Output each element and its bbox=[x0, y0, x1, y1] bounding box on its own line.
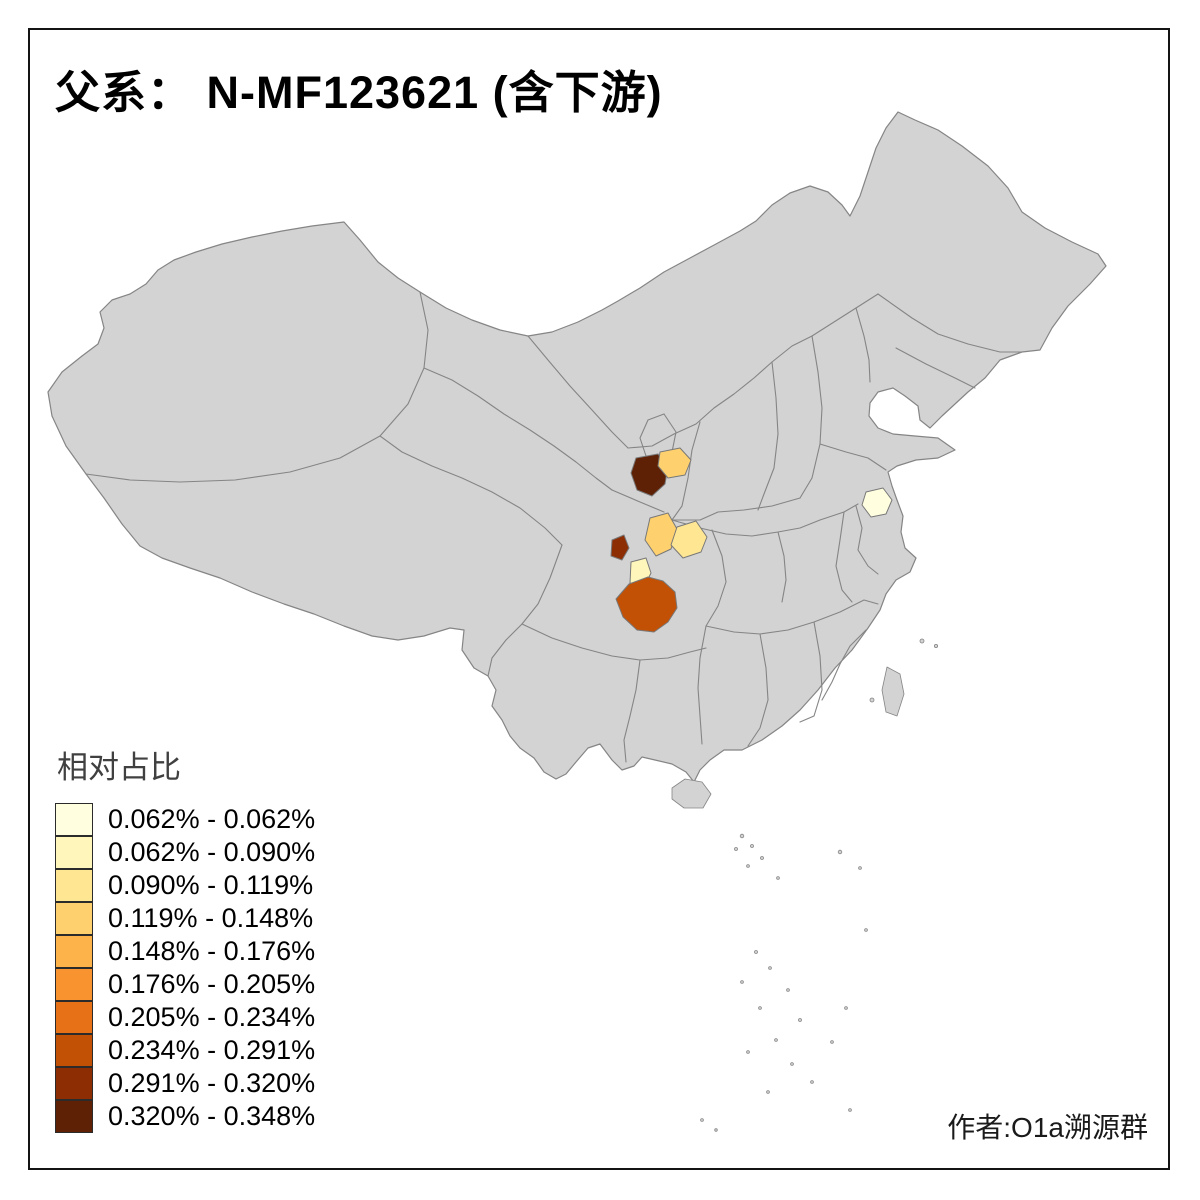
province-border bbox=[819, 443, 887, 471]
legend-label: 0.090% - 0.119% bbox=[108, 870, 314, 900]
mainland-outline bbox=[47, 111, 1107, 783]
province-border bbox=[895, 347, 976, 389]
map-region-3 bbox=[644, 512, 678, 557]
province-border bbox=[671, 497, 801, 521]
legend-swatch bbox=[55, 1034, 93, 1067]
legend-label: 0.148% - 0.176% bbox=[108, 936, 316, 966]
legend-item: 0.062% - 0.090% bbox=[55, 836, 315, 869]
legend-label: 0.320% - 0.348% bbox=[108, 1101, 316, 1131]
legend-label: 0.062% - 0.062% bbox=[108, 804, 316, 834]
legend-swatch bbox=[55, 902, 93, 935]
province-border bbox=[877, 293, 1023, 353]
province-border bbox=[821, 629, 867, 701]
province-border bbox=[423, 367, 613, 491]
highlighted-regions-group bbox=[610, 447, 893, 633]
legend-label: 0.205% - 0.234% bbox=[108, 1002, 316, 1032]
province-border bbox=[855, 505, 879, 575]
legend-swatch bbox=[55, 1100, 93, 1133]
figure-title: 父系： N-MF123621 (含下游) bbox=[55, 67, 663, 118]
province-border bbox=[697, 625, 707, 745]
province-border bbox=[747, 633, 769, 747]
legend-swatch bbox=[55, 968, 93, 1001]
province-border bbox=[671, 421, 701, 521]
province-border bbox=[777, 531, 787, 603]
province-border bbox=[379, 435, 563, 546]
map-region-5 bbox=[610, 534, 630, 561]
legend-item: 0.176% - 0.205% bbox=[55, 968, 315, 1001]
province-border bbox=[521, 623, 707, 661]
legend-item: 0.119% - 0.148% bbox=[55, 902, 315, 935]
legend-swatch bbox=[55, 836, 93, 869]
legend-item: 0.234% - 0.291% bbox=[55, 1034, 315, 1067]
province-border bbox=[799, 621, 823, 723]
legend-label: 0.234% - 0.291% bbox=[108, 1035, 316, 1065]
landmass-group bbox=[47, 111, 1107, 1132]
taiwan-island bbox=[881, 666, 905, 717]
province-border bbox=[627, 293, 879, 449]
province-border bbox=[705, 599, 879, 635]
map-region-2 bbox=[657, 447, 692, 479]
map-region-7 bbox=[615, 576, 678, 633]
legend-label: 0.176% - 0.205% bbox=[108, 969, 316, 999]
province-border bbox=[85, 291, 429, 483]
province-border bbox=[835, 511, 853, 603]
map-region-8 bbox=[861, 487, 893, 518]
legend-item: 0.148% - 0.176% bbox=[55, 935, 315, 968]
legend-swatch bbox=[55, 869, 93, 902]
legend-swatch bbox=[55, 935, 93, 968]
legend-title: 相对占比 bbox=[57, 750, 181, 785]
province-border bbox=[705, 529, 727, 627]
legend-item: 0.291% - 0.320% bbox=[55, 1067, 315, 1100]
small-islands bbox=[700, 638, 939, 1132]
province-border bbox=[799, 335, 823, 499]
legend-swatch bbox=[55, 1067, 93, 1100]
map-region-4 bbox=[670, 520, 708, 559]
legend: 相对占比 0.062% - 0.062% 0.062% - 0.090% 0.0… bbox=[55, 742, 315, 1133]
province-border bbox=[855, 307, 871, 383]
province-border bbox=[757, 361, 779, 511]
legend-item: 0.090% - 0.119% bbox=[55, 869, 315, 902]
legend-item: 0.062% - 0.062% bbox=[55, 803, 315, 836]
legend-item: 0.205% - 0.234% bbox=[55, 1001, 315, 1034]
province-border bbox=[623, 659, 641, 763]
legend-label: 0.291% - 0.320% bbox=[108, 1068, 316, 1098]
legend-item: 0.320% - 0.348% bbox=[55, 1100, 315, 1133]
province-border bbox=[611, 489, 665, 513]
legend-swatch bbox=[55, 1001, 93, 1034]
legend-label: 0.062% - 0.090% bbox=[108, 837, 316, 867]
province-border bbox=[527, 335, 629, 449]
legend-swatch bbox=[55, 803, 93, 836]
attribution: 作者:O1a溯源群 bbox=[947, 1112, 1148, 1143]
legend-label: 0.119% - 0.148% bbox=[108, 903, 314, 933]
legend-items: 0.062% - 0.062% 0.062% - 0.090% 0.090% -… bbox=[55, 803, 315, 1133]
hainan-island bbox=[671, 778, 712, 809]
